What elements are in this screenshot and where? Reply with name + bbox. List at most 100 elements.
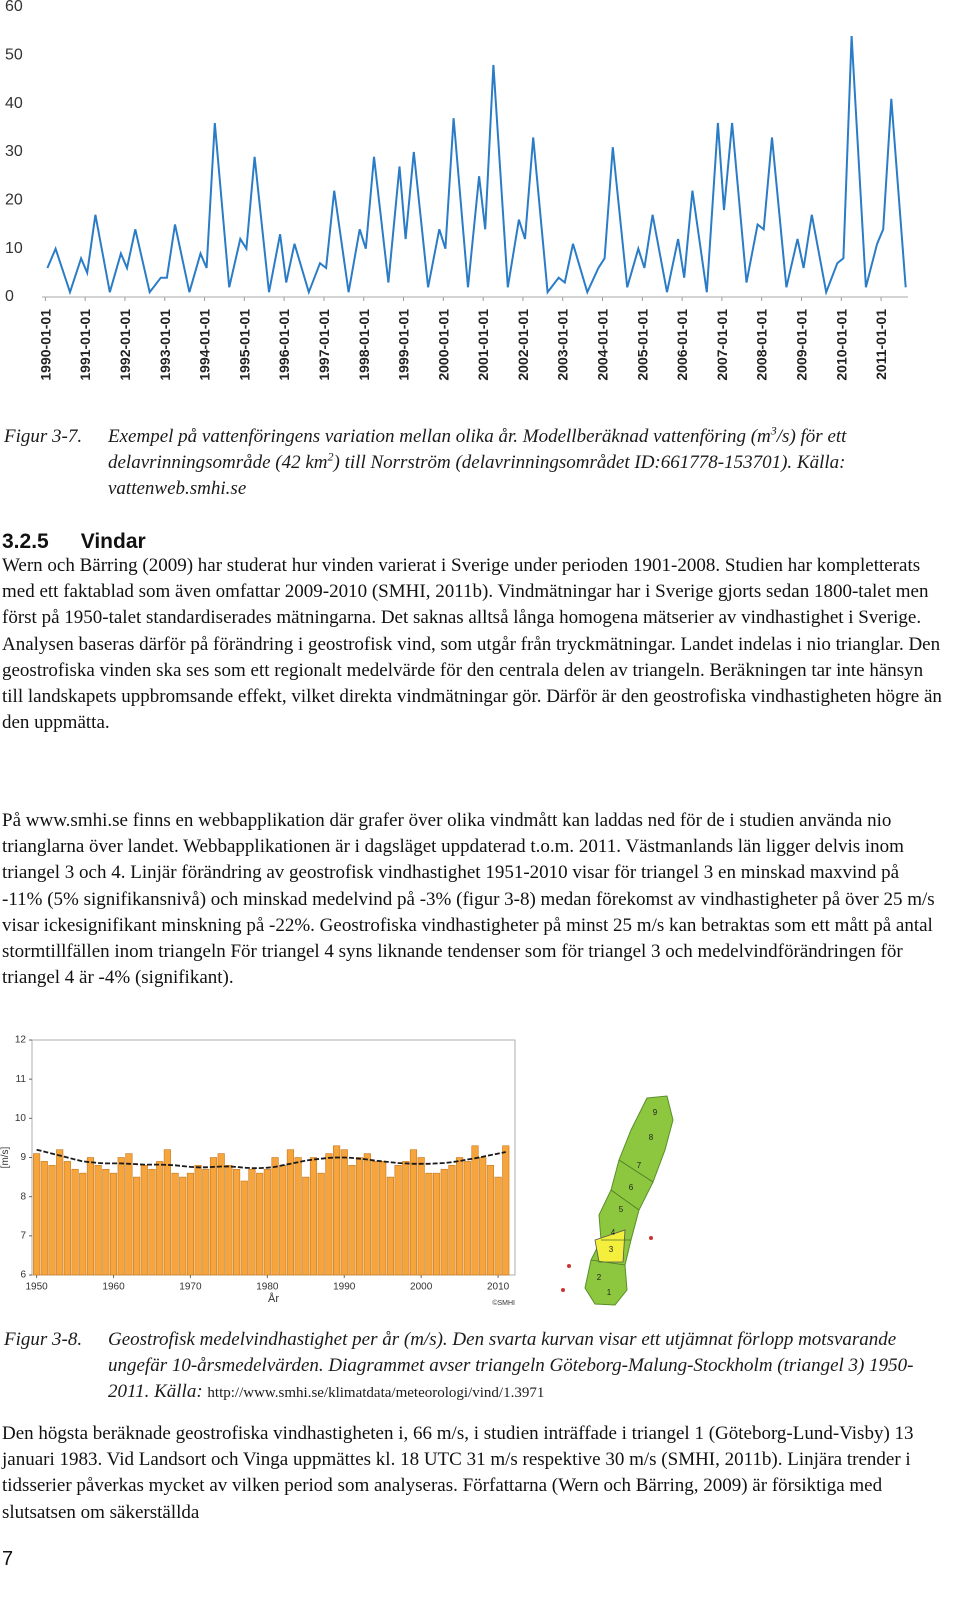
x-tick-label: 2011-01-01 <box>873 309 889 380</box>
x-tick-label: 1995-01-01 <box>236 309 252 381</box>
bar <box>33 1153 41 1276</box>
bar <box>402 1161 410 1276</box>
x-axis-title: År <box>268 1292 279 1305</box>
bar <box>56 1149 64 1276</box>
bar <box>502 1145 510 1276</box>
bar <box>456 1157 464 1276</box>
y-tick-label: 50 <box>5 47 23 64</box>
x-tick-label: 2000-01-01 <box>435 309 451 381</box>
bar <box>86 1157 95 1276</box>
caption-part: Exempel på vattenföringens variation mel… <box>108 426 771 447</box>
paragraph: På www.smhi.se finns en webbapplikation … <box>2 810 935 989</box>
bar <box>186 1172 195 1276</box>
bar <box>325 1153 333 1276</box>
bar <box>356 1157 364 1276</box>
superscript: 3 <box>770 423 777 438</box>
bar <box>202 1168 210 1276</box>
x-tick-label: 2002-01-01 <box>515 309 531 381</box>
caption-label: Figur 3-7. <box>4 426 83 447</box>
caption-text: Exempel på vattenföringens variation mel… <box>108 424 934 502</box>
x-tick-label: 1999-01-01 <box>396 309 412 381</box>
triangle-label: 3 <box>609 1245 614 1254</box>
paragraph: Den högsta beräknade geostrofiska vindha… <box>2 1423 914 1523</box>
bar <box>309 1157 318 1276</box>
triangle-label: 4 <box>611 1228 616 1237</box>
x-tick-label: 1996-01-01 <box>276 309 292 381</box>
x-tick-label: 1997-01-01 <box>316 309 332 381</box>
flow-chart: 0 10 20 30 40 50 60 1990-01-01 1991-01-01 1992-01… <box>5 0 908 381</box>
x-tick-label: 1992-01-01 <box>117 309 133 381</box>
bar <box>286 1149 294 1276</box>
figure-caption: Figur 3-8. Geostrofisk medelvindhastighe… <box>4 1327 934 1406</box>
bar <box>40 1161 48 1276</box>
caption-source: http://www.smhi.se/klimatdata/meteorolog… <box>207 1385 545 1401</box>
x-tick-label: 2010-01-01 <box>833 309 849 381</box>
caption-part: Geostrofisk medelvindhastighet per år (m… <box>108 1329 914 1402</box>
x-tick-label: 1990-01-01 <box>37 309 53 381</box>
bar <box>409 1149 418 1276</box>
x-tick-label: 1993-01-01 <box>157 309 173 381</box>
y-tick-label: 9 <box>20 1152 26 1163</box>
wind-chart: 6 7 8 9 10 11 12 1950 1960 1970 1980 1990 2000 2010 År… <box>0 1035 516 1307</box>
section-heading: 3.2.5 Vindar <box>2 530 146 554</box>
x-tick-label: 1960 <box>102 1282 125 1293</box>
station <box>561 1288 565 1292</box>
x-tick-label: 1991-01-01 <box>77 309 93 381</box>
superscript: 2 <box>327 449 334 464</box>
bar <box>332 1145 341 1276</box>
bar <box>140 1165 148 1276</box>
bar <box>440 1168 448 1276</box>
section-title: Vindar <box>80 530 146 553</box>
bar <box>448 1165 456 1276</box>
bar <box>125 1153 133 1276</box>
bar <box>317 1172 325 1276</box>
page-number: 7 <box>2 1548 14 1570</box>
bar <box>425 1172 433 1276</box>
x-tick-label: 2009-01-01 <box>794 309 810 381</box>
triangle-edges <box>590 1159 654 1266</box>
bar <box>463 1161 471 1276</box>
bar <box>386 1176 394 1276</box>
flow-line <box>46 35 907 296</box>
bar <box>71 1168 79 1276</box>
bar <box>217 1153 225 1276</box>
bar <box>156 1161 164 1276</box>
triangle-label: 9 <box>653 1108 658 1117</box>
bar <box>371 1161 379 1276</box>
x-tick-label: 1994-01-01 <box>197 309 213 381</box>
paragraph: Wern och Bärring (2009) har studerat hur… <box>2 555 942 734</box>
y-axis-title: [m/s] <box>0 1146 11 1168</box>
x-tick-label: 2000 <box>410 1282 433 1293</box>
y-tick-label: 6 <box>20 1270 26 1281</box>
bar <box>94 1165 102 1276</box>
bar <box>179 1176 187 1276</box>
bar <box>432 1172 441 1276</box>
y-tick-label: 40 <box>5 95 23 112</box>
triangle-label: 6 <box>629 1183 634 1192</box>
triangle-label: 5 <box>619 1205 624 1214</box>
bar <box>163 1149 171 1276</box>
bar <box>279 1165 287 1276</box>
triangle-label: 7 <box>637 1161 642 1170</box>
bar <box>486 1165 494 1276</box>
bar <box>63 1161 71 1276</box>
bar <box>194 1165 202 1276</box>
y-tick-label: 12 <box>15 1035 27 1046</box>
x-tick-label: 2005-01-01 <box>634 309 650 381</box>
x-tick-label: 2008-01-01 <box>754 309 770 381</box>
bar <box>348 1165 356 1276</box>
bar <box>133 1176 141 1276</box>
triangle-label: 2 <box>597 1273 602 1282</box>
y-tick-label: 8 <box>20 1191 26 1202</box>
bar <box>294 1157 302 1276</box>
caption-text: Geostrofisk medelvindhastighet per år (m… <box>108 1327 934 1406</box>
x-tick-label: 1980 <box>256 1282 279 1293</box>
bar <box>148 1168 156 1276</box>
x-tick-label: 1998-01-01 <box>356 309 372 381</box>
bar <box>117 1157 125 1276</box>
bar <box>494 1176 502 1276</box>
bar <box>379 1161 387 1276</box>
figure-caption: Figur 3-7. Exempel på vattenföringens va… <box>4 424 934 502</box>
